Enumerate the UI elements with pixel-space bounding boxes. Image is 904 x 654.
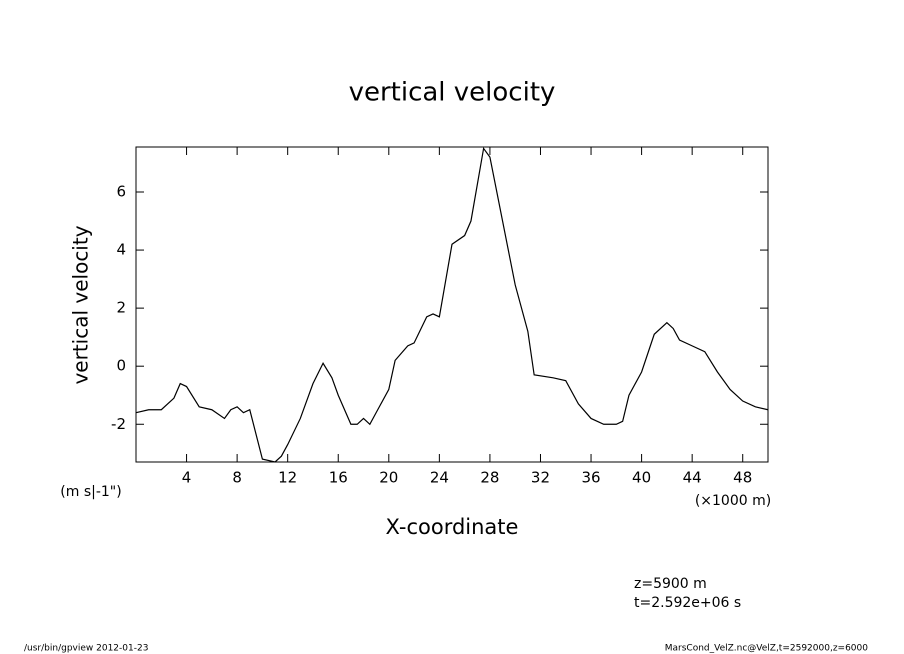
y-unit: (m s|-1"): [60, 484, 121, 500]
x-tick-label: 32: [531, 469, 550, 487]
x-tick-label: 12: [278, 469, 297, 487]
footer: /usr/bin/gpview 2012-01-23: [24, 644, 148, 654]
footer: MarsCond_VelZ.nc@VelZ,t=2592000,z=6000: [665, 644, 869, 654]
y-tick-label: -2: [111, 415, 126, 433]
chart-title: vertical velocity: [349, 78, 556, 108]
y-tick-label: 2: [116, 299, 126, 317]
x-tick-label: 48: [733, 469, 752, 487]
x-tick-label: 24: [430, 469, 449, 487]
y-tick-label: 0: [116, 357, 126, 375]
y-tick-label: 6: [116, 183, 126, 201]
plot-frame: [135, 146, 769, 463]
x-tick-label: 8: [232, 469, 242, 487]
x-tick-label: 36: [581, 469, 600, 487]
x-tick-label: 20: [379, 469, 398, 487]
annotation: t=2.592e+06 s: [634, 595, 741, 611]
x-tick-label: 4: [182, 469, 192, 487]
x-unit: (×1000 m): [695, 493, 771, 509]
annotation: z=5900 m: [634, 576, 707, 592]
y-tick-label: 4: [116, 241, 126, 259]
data-line: [135, 146, 769, 463]
x-axis-label: X-coordinate: [386, 515, 519, 539]
x-tick-label: 16: [329, 469, 348, 487]
x-tick-label: 28: [480, 469, 499, 487]
x-tick-label: 44: [683, 469, 702, 487]
y-axis-label: vertical velocity: [69, 225, 93, 384]
x-tick-label: 40: [632, 469, 651, 487]
